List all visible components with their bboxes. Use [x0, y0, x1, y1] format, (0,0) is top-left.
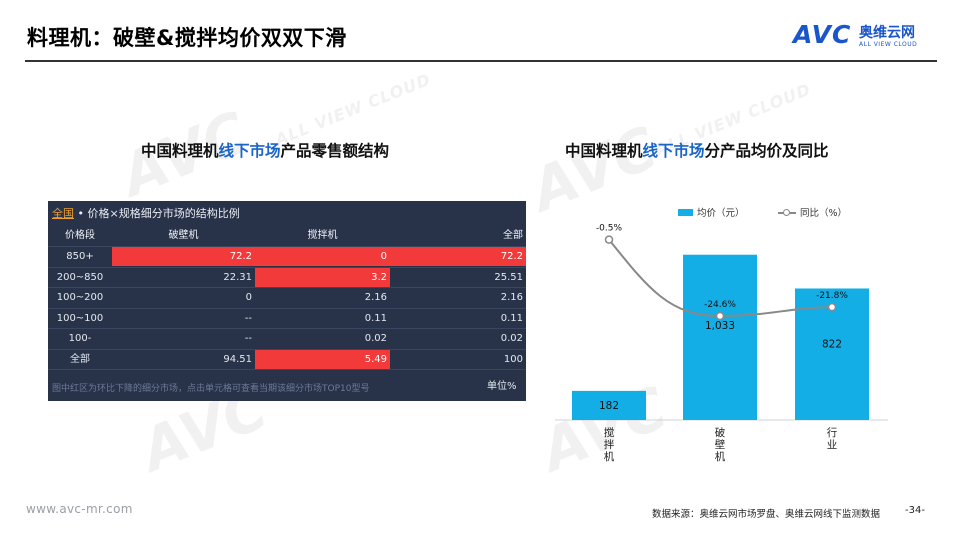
page-number: -34- — [905, 505, 925, 516]
table-note: 图中红区为环比下降的细分市场，点击单元格可查看当期该细分市场TOP10型号 — [52, 384, 370, 394]
yoy-value-label: -0.5% — [596, 224, 623, 234]
category-label: 行业 — [826, 427, 838, 451]
section-title-post: 分产品均价及同比 — [704, 142, 829, 160]
table-cell[interactable]: 0 — [255, 247, 390, 266]
bar-破壁机[interactable] — [683, 254, 757, 420]
logo-text-cn: 奥维云网 — [859, 25, 915, 41]
table-cell[interactable]: 3.2 — [255, 267, 390, 287]
legend-line-marker — [783, 209, 790, 216]
table-cell[interactable]: -- — [244, 333, 252, 344]
table-cell[interactable]: 5.49 — [255, 349, 390, 369]
table-header-row: 价格段 破壁机 搅拌机 全部 — [48, 226, 526, 246]
table-row: 100- -- 0.02 0.02 — [48, 329, 526, 349]
row-divider — [48, 369, 526, 370]
table-cell[interactable]: 0.11 — [500, 312, 523, 324]
row-label-cell: 100- — [68, 333, 92, 344]
section-title-pre: 中国料理机 — [565, 142, 643, 160]
table-row: 200~850 22.31 3.2 25.51 — [48, 267, 526, 288]
bar-搅拌机[interactable] — [572, 390, 646, 420]
table-row: 100~100 -- 0.11 0.11 — [48, 309, 526, 329]
section-title-highlight: 线下市场 — [218, 142, 281, 160]
bar-value-label: 822 — [822, 339, 842, 351]
yoy-value-label: -21.8% — [816, 291, 848, 301]
tab-all-regions[interactable]: 全国 — [52, 207, 74, 220]
legend-bar-label: 均价（元） — [697, 208, 745, 219]
table-row: 850+ 72.2 0 72.2 — [48, 247, 526, 267]
page-title: 料理机：破壁&搅拌均价双双下滑 — [27, 26, 347, 50]
table-row: 全部 94.51 5.49 100 — [48, 349, 526, 370]
section-title-pre: 中国料理机 — [141, 142, 219, 160]
footer-url[interactable]: www.avc-mr.com — [26, 502, 133, 516]
row-divider — [48, 287, 526, 288]
column-header: 破壁机 — [168, 230, 199, 241]
table-unit: 单位% — [487, 381, 517, 392]
row-label-cell: 850+ — [66, 251, 94, 262]
table-cell[interactable]: 0.02 — [364, 333, 387, 344]
yoy-point[interactable] — [715, 311, 725, 321]
data-source: 数据来源：奥维云网市场罗盘、奥维云网线下监测数据 — [652, 509, 881, 520]
row-divider — [48, 348, 526, 350]
table-caption-text: • 价格×规格细分市场的结构比例 — [74, 207, 240, 220]
table-cell[interactable]: 94.51 — [223, 353, 252, 365]
row-divider — [48, 266, 526, 268]
table-caption: 全国 • 价格×规格细分市场的结构比例 — [52, 205, 240, 221]
logo-text-en: ALL VIEW CLOUD — [859, 41, 918, 48]
title-divider — [25, 60, 937, 62]
left-section-title: 中国料理机线下市场产品零售额结构 — [141, 139, 389, 161]
table-cell[interactable]: 0.02 — [500, 333, 523, 344]
table-cell[interactable]: 0 — [245, 292, 252, 303]
category-label: 破壁机 — [714, 427, 726, 463]
bar-value-label: 1,033 — [705, 320, 735, 332]
table-cell[interactable]: 72.2 — [112, 247, 255, 266]
row-label-cell: 200~850 — [56, 271, 104, 283]
row-label-cell: 100~200 — [56, 292, 104, 303]
table-cell[interactable]: 100 — [503, 353, 523, 365]
table-cell[interactable]: 0.11 — [364, 312, 387, 324]
table-cell[interactable]: -- — [244, 312, 252, 324]
brand-logo: AVC 奥维云网 ALL VIEW CLOUD — [793, 20, 938, 54]
legend-line-label: 同比（%） — [800, 208, 848, 219]
table-cell[interactable]: 2.16 — [500, 292, 523, 303]
category-label: 搅拌机 — [603, 427, 615, 463]
yoy-point[interactable] — [604, 235, 614, 244]
bar-value-label: 182 — [599, 400, 619, 412]
section-title-post: 产品零售额结构 — [280, 142, 390, 160]
row-label-cell: 全部 — [70, 353, 90, 365]
row-divider — [48, 246, 526, 247]
row-divider — [48, 307, 526, 309]
legend-bar-swatch — [678, 209, 693, 216]
column-header: 全部 — [503, 230, 523, 241]
table-row: 100~200 0 2.16 2.16 — [48, 288, 526, 308]
row-label-cell: 100~100 — [56, 312, 104, 324]
logo-mark: AVC — [793, 20, 852, 49]
row-divider — [48, 328, 526, 329]
column-header: 价格段 — [65, 230, 95, 241]
right-section-title: 中国料理机线下市场分产品均价及同比 — [565, 139, 829, 161]
table-cell[interactable]: 22.31 — [223, 271, 252, 283]
table-cell[interactable]: 2.16 — [364, 292, 387, 303]
table-cell[interactable]: 25.51 — [494, 271, 523, 283]
yoy-point[interactable] — [827, 302, 837, 312]
column-header: 搅拌机 — [307, 230, 338, 241]
table-cell[interactable]: 72.2 — [390, 247, 526, 266]
section-title-highlight: 线下市场 — [642, 142, 705, 160]
yoy-value-label: -24.6% — [704, 300, 736, 310]
